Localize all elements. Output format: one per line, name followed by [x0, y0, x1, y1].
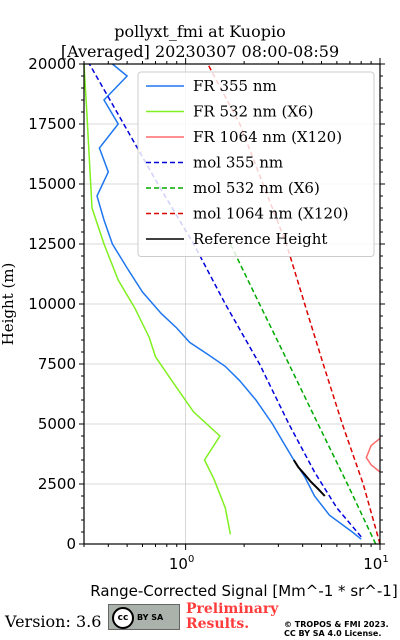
y-tick-label: 15000	[28, 175, 76, 193]
legend-label: FR 355 nm	[193, 77, 277, 95]
y-tick-label: 20000	[28, 55, 76, 73]
legend-label: FR 1064 nm (X120)	[193, 128, 342, 146]
y-tick-label: 5000	[38, 415, 76, 433]
copyright-notice: © TROPOS & FMI 2023. CC BY SA 4.0 Licens…	[284, 620, 389, 638]
cc-icon: cc	[112, 607, 134, 629]
chart-title-line2: [Averaged] 20230307 08:00-08:59	[60, 42, 340, 61]
chart-title-line1: pollyxt_fmi at Kuopio	[114, 22, 286, 41]
x-tick-label: 100	[169, 554, 194, 573]
x-tick-label: 101	[363, 554, 388, 573]
preliminary-line2: Results.	[186, 616, 250, 632]
copyright-line2: CC BY SA 4.0 License.	[284, 629, 382, 638]
preliminary-line1: Preliminary	[186, 601, 279, 617]
legend-label: Reference Height	[193, 230, 327, 248]
y-tick-label: 10000	[28, 295, 76, 313]
series-line	[207, 63, 381, 545]
cc-badge-label: BY SA	[137, 613, 164, 622]
y-tick-label: 0	[66, 535, 76, 553]
series-line	[83, 63, 232, 535]
y-axis-label: Height (m)	[0, 263, 17, 346]
legend-label: mol 1064 nm (X120)	[193, 205, 348, 223]
y-tick-label: 7500	[38, 355, 76, 373]
x-axis-label: Range-Corrected Signal [Mm^-1 * sr^-1]	[90, 582, 397, 600]
legend-box	[137, 71, 375, 257]
version-label: Version: 3.6	[5, 612, 102, 631]
y-tick-label: 12500	[28, 235, 76, 253]
copyright-line1: © TROPOS & FMI 2023.	[284, 620, 389, 629]
series-line	[292, 459, 326, 497]
y-tick-label: 17500	[28, 115, 76, 133]
legend-label: mol 355 nm	[193, 154, 283, 172]
y-tick-label: 2500	[38, 475, 76, 493]
legend-label: mol 532 nm (X6)	[193, 179, 320, 197]
preliminary-notice: Preliminary Results.	[186, 602, 278, 632]
cc-license-badge: cc BY SA	[108, 604, 180, 630]
legend-label: FR 532 nm (X6)	[193, 103, 313, 121]
series-line	[96, 63, 362, 540]
series-line	[365, 437, 381, 473]
